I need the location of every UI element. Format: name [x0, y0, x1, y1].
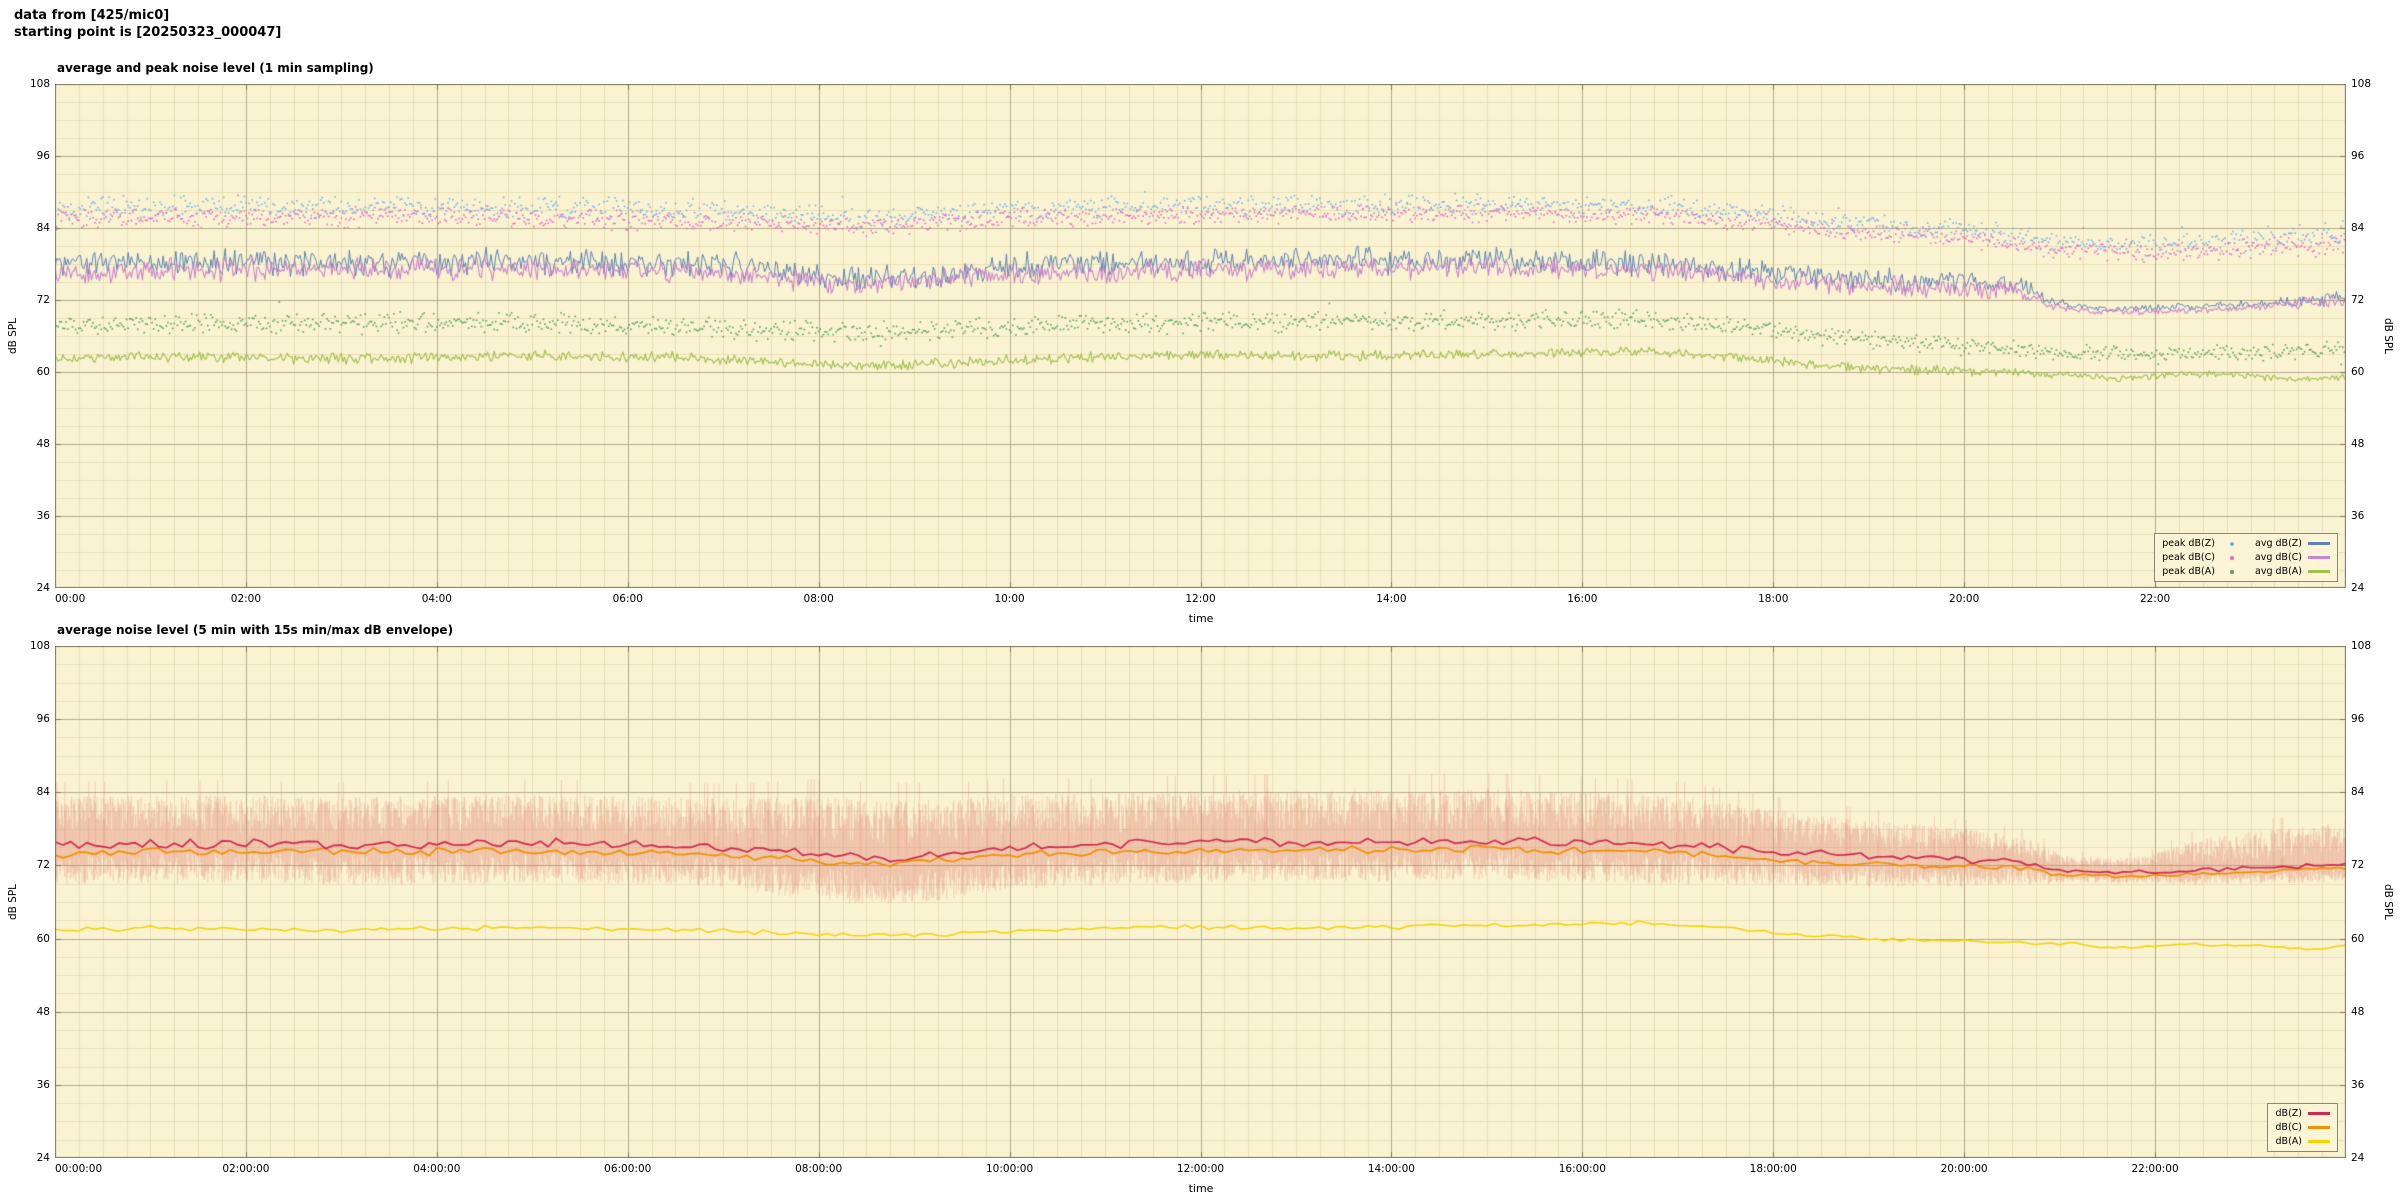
legend-entry-label: dB(A): [2275, 1136, 2302, 1147]
tick-label: 20:00:00: [1940, 1163, 1988, 1175]
tick-label: 02:00:00: [222, 1163, 270, 1175]
tick-label: 96: [36, 150, 50, 162]
tick-label: 60: [36, 932, 50, 945]
tick-label: 06:00:00: [604, 1163, 652, 1175]
tick-label: 10:00:00: [985, 1163, 1034, 1175]
chart-top-ylabel-right: dB SPL: [2382, 317, 2394, 355]
chart-top-ylabel-left: dB SPL: [7, 317, 19, 355]
tick-label: 00:00: [55, 593, 86, 605]
tick-label: 60: [36, 366, 50, 378]
tick-label: 08:00:00: [795, 1163, 843, 1175]
legend-line-marker: [2308, 1112, 2330, 1115]
legend-entry: dB(C): [2275, 1121, 2330, 1134]
tick-label: 36: [36, 510, 50, 522]
tick-label: 22:00:00: [2131, 1163, 2179, 1175]
tick-label: 108: [29, 640, 50, 652]
chart-bottom-ylabel-left: dB SPL: [7, 883, 19, 921]
legend-entry: peak dB(Z): [2162, 537, 2243, 550]
tick-label: 84: [2351, 222, 2365, 234]
tick-label: 36: [36, 1078, 50, 1091]
tick-label: 14:00: [1376, 593, 1407, 605]
tick-label: 00:00:00: [55, 1163, 103, 1175]
legend-line-marker: [2308, 1126, 2330, 1129]
tick-label: 72: [2351, 859, 2365, 872]
header-line-data-source: data from [425/mic0]: [14, 8, 170, 23]
legend-line-marker: [2308, 542, 2330, 545]
tick-label: 12:00:00: [1176, 1163, 1225, 1175]
tick-label: 72: [36, 294, 50, 306]
chart-top-canvas: [55, 84, 2346, 588]
tick-label: 18:00: [1758, 593, 1789, 605]
tick-label: 24: [2351, 1152, 2365, 1164]
legend-dot-marker: [2229, 569, 2234, 574]
tick-label: 96: [2351, 150, 2365, 162]
tick-label: 84: [36, 222, 50, 234]
tick-label: 14:00:00: [1367, 1163, 1415, 1175]
tick-label: 72: [2351, 294, 2365, 306]
legend-dot-marker: [2229, 541, 2234, 546]
tick-label: 60: [2351, 932, 2365, 945]
tick-label: 24: [36, 1152, 50, 1164]
legend-entry-label: dB(Z): [2275, 1108, 2302, 1119]
tick-label: 18:00:00: [1749, 1163, 1797, 1175]
legend-entry: dB(Z): [2275, 1107, 2330, 1120]
tick-label: 84: [2351, 786, 2365, 799]
chart-bottom-ylabel-right: dB SPL: [2382, 883, 2394, 921]
chart-bottom-title: average noise level (5 min with 15s min/…: [57, 623, 454, 637]
tick-label: 16:00: [1567, 593, 1598, 605]
legend-entry: avg dB(A): [2255, 565, 2330, 578]
tick-label: 10:00: [994, 593, 1025, 605]
legend-entry: peak dB(C): [2162, 551, 2243, 564]
legend-line-marker: [2308, 1140, 2330, 1143]
tick-label: 08:00: [803, 593, 834, 605]
tick-label: 96: [2351, 713, 2365, 726]
chart-bottom-legend: dB(Z) dB(C) dB(A): [2267, 1103, 2338, 1152]
legend-entry-label: avg dB(A): [2255, 566, 2302, 577]
legend-entry-label: peak dB(Z): [2162, 538, 2215, 549]
legend-dot-marker: [2229, 555, 2234, 560]
legend-entry: avg dB(Z): [2255, 537, 2330, 550]
legend-line-marker: [2308, 570, 2330, 573]
tick-label: 108: [29, 78, 50, 90]
legend-entry: peak dB(A): [2162, 565, 2243, 578]
tick-label: 16:00:00: [1558, 1163, 1606, 1175]
tick-label: 72: [36, 859, 50, 872]
legend-entry-label: dB(C): [2275, 1122, 2302, 1133]
tick-label: 02:00: [230, 593, 262, 605]
header: data from [425/mic0] starting point is […: [14, 7, 281, 41]
legend-entry-label: avg dB(C): [2254, 552, 2302, 563]
chart-top-xlabel: time: [1188, 612, 1214, 625]
tick-label: 24: [2351, 582, 2365, 594]
tick-label: 108: [2351, 640, 2372, 652]
tick-label: 48: [36, 1005, 50, 1018]
tick-label: 06:00: [612, 593, 643, 605]
chart-bottom-canvas: [55, 646, 2346, 1158]
tick-label: 24: [36, 582, 50, 594]
legend-entry: dB(A): [2275, 1135, 2330, 1148]
tick-label: 108: [2351, 78, 2372, 90]
tick-label: 48: [2351, 438, 2365, 450]
legend-line-marker: [2308, 556, 2330, 559]
chart-top-legend: peak dB(Z) peak dB(C) peak dB(A) avg dB(Z) a…: [2154, 533, 2338, 582]
legend-entry-label: avg dB(Z): [2255, 538, 2302, 549]
tick-label: 48: [36, 438, 50, 450]
tick-label: 60: [2351, 366, 2365, 378]
tick-label: 36: [2351, 1078, 2365, 1091]
tick-label: 84: [36, 786, 50, 799]
chart-bottom-xlabel: time: [1188, 1182, 1214, 1195]
legend-entry: avg dB(C): [2255, 551, 2330, 564]
tick-label: 22:00: [2139, 593, 2171, 605]
tick-label: 96: [36, 713, 50, 726]
tick-label: 20:00: [1949, 593, 1980, 605]
tick-label: 12:00: [1185, 593, 1216, 605]
chart-top-title: average and peak noise level (1 min samp…: [57, 61, 374, 75]
legend-entry-label: peak dB(C): [2162, 552, 2215, 563]
tick-label: 48: [2351, 1005, 2365, 1018]
legend-entry-label: peak dB(A): [2162, 566, 2215, 577]
tick-label: 04:00:00: [413, 1163, 461, 1175]
tick-label: 04:00: [421, 593, 452, 605]
header-line-starting-point: starting point is [20250323_000047]: [14, 25, 282, 40]
tick-label: 36: [2351, 510, 2365, 522]
